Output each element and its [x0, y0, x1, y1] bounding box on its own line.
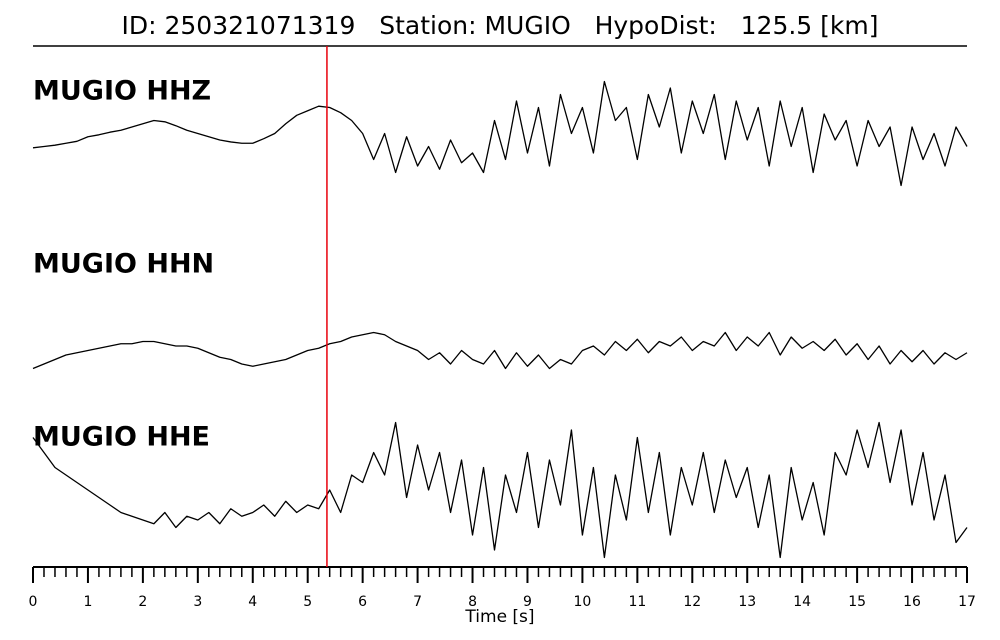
x-axis-label: Time [s]	[464, 607, 534, 627]
x-tick-label: 1	[83, 594, 92, 610]
x-tick-label: 4	[248, 594, 257, 610]
x-tick-label: 7	[413, 594, 422, 610]
x-tick-label: 10	[573, 594, 591, 610]
x-tick-label: 16	[903, 594, 921, 610]
chart-title: ID: 250321071319 Station: MUGIO HypoDist…	[122, 11, 879, 40]
trace	[32, 80, 968, 187]
x-tick-label: 6	[358, 594, 367, 610]
x-tick-label: 13	[738, 594, 756, 610]
x-tick-label: 5	[303, 594, 312, 610]
x-tick-label: 0	[29, 594, 38, 610]
x-tick-label: 2	[138, 594, 147, 610]
x-tick-label: 17	[958, 594, 976, 610]
x-tick-label: 8	[468, 594, 477, 610]
x-tick-label: 3	[193, 594, 202, 610]
x-tick-label: 12	[683, 594, 701, 610]
trace-label: MUGIO HHE	[33, 422, 210, 453]
x-tick-label: 9	[523, 594, 532, 610]
trace	[32, 421, 968, 559]
trace-label: MUGIO HHZ	[33, 76, 211, 107]
trace	[32, 331, 968, 370]
x-tick-label: 14	[793, 594, 811, 610]
x-tick-label: 11	[628, 594, 646, 610]
trace-label: MUGIO HHN	[33, 249, 214, 280]
x-tick-label: 15	[848, 594, 866, 610]
